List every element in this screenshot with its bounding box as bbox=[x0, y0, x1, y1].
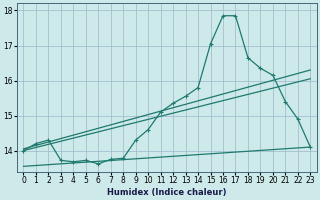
X-axis label: Humidex (Indice chaleur): Humidex (Indice chaleur) bbox=[107, 188, 227, 197]
